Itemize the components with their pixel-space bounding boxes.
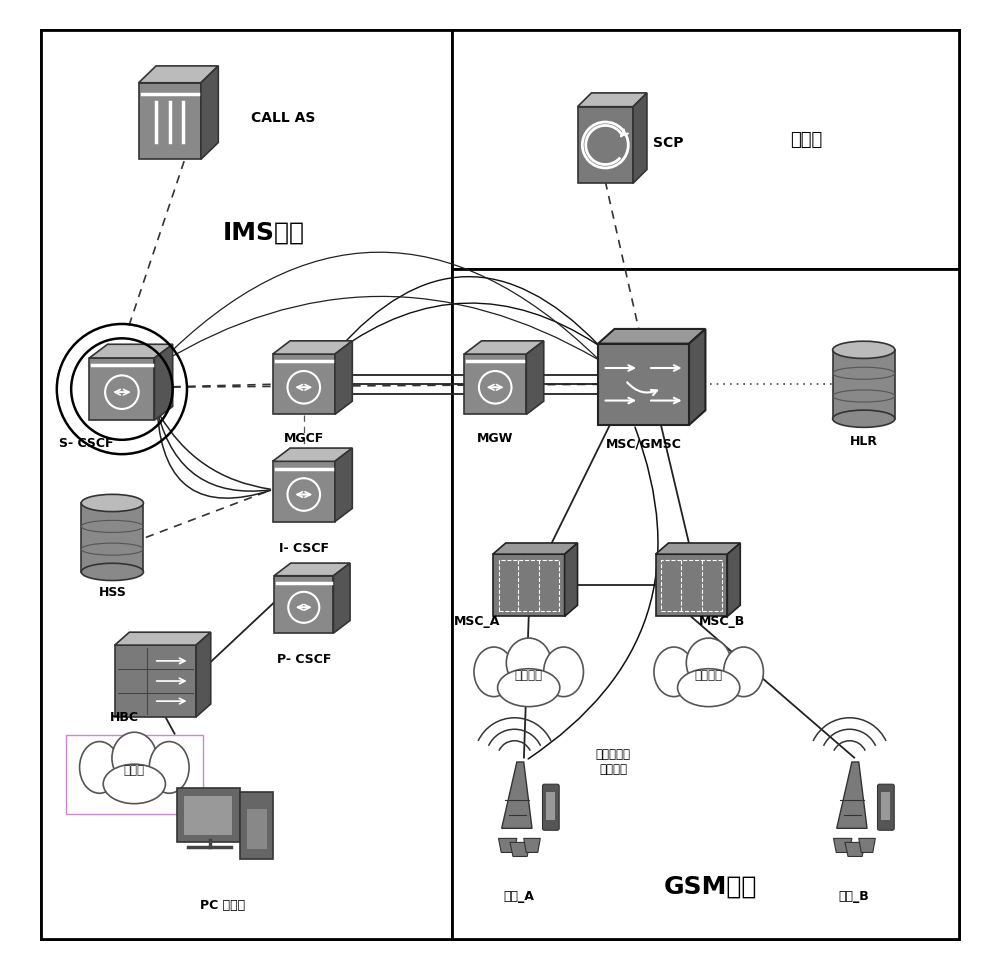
Polygon shape: [139, 83, 201, 159]
Ellipse shape: [112, 732, 157, 784]
FancyBboxPatch shape: [546, 792, 555, 820]
Text: GSM网络: GSM网络: [664, 875, 757, 899]
Polygon shape: [633, 93, 647, 183]
Polygon shape: [845, 843, 865, 856]
Text: HSS: HSS: [98, 587, 126, 599]
Polygon shape: [81, 503, 143, 572]
Text: PC 客户端: PC 客户端: [200, 900, 245, 912]
Polygon shape: [526, 341, 544, 415]
Polygon shape: [833, 838, 852, 852]
Ellipse shape: [149, 741, 189, 793]
Ellipse shape: [833, 341, 895, 358]
Text: MSC/GMSC: MSC/GMSC: [606, 437, 682, 450]
Polygon shape: [598, 329, 705, 344]
Text: 智能网: 智能网: [790, 132, 822, 149]
Ellipse shape: [81, 564, 143, 581]
Polygon shape: [154, 345, 173, 420]
Polygon shape: [139, 66, 218, 83]
Polygon shape: [837, 762, 867, 828]
Polygon shape: [464, 341, 544, 354]
FancyBboxPatch shape: [184, 796, 232, 835]
Polygon shape: [273, 448, 352, 462]
Polygon shape: [333, 564, 350, 634]
Polygon shape: [335, 448, 352, 521]
Ellipse shape: [81, 494, 143, 512]
Text: IMS网络: IMS网络: [222, 221, 304, 245]
Polygon shape: [89, 358, 154, 420]
Polygon shape: [115, 633, 211, 645]
Polygon shape: [727, 543, 740, 616]
Polygon shape: [598, 344, 689, 425]
Polygon shape: [498, 838, 517, 852]
Ellipse shape: [654, 647, 694, 697]
Ellipse shape: [678, 669, 740, 707]
Ellipse shape: [724, 647, 763, 697]
Polygon shape: [689, 329, 705, 425]
Ellipse shape: [80, 741, 119, 793]
Ellipse shape: [544, 647, 583, 697]
Polygon shape: [493, 543, 578, 554]
Polygon shape: [493, 554, 565, 616]
Polygon shape: [510, 843, 530, 856]
FancyBboxPatch shape: [41, 30, 959, 940]
Text: MGW: MGW: [477, 432, 513, 445]
FancyBboxPatch shape: [41, 30, 452, 940]
Ellipse shape: [506, 638, 551, 687]
Polygon shape: [578, 107, 633, 183]
Polygon shape: [656, 554, 727, 616]
Text: 互联网: 互联网: [124, 764, 145, 778]
Polygon shape: [833, 349, 895, 419]
Ellipse shape: [498, 669, 560, 707]
Polygon shape: [578, 93, 647, 107]
Text: 主叫归属: 主叫归属: [515, 669, 543, 682]
Text: 您拨打的电
话已关机: 您拨打的电 话已关机: [595, 749, 630, 777]
FancyBboxPatch shape: [247, 808, 267, 849]
Polygon shape: [273, 341, 352, 354]
Text: S- CSCF: S- CSCF: [59, 437, 114, 450]
Text: CALL AS: CALL AS: [251, 111, 315, 125]
Text: MSC_A: MSC_A: [454, 615, 500, 628]
Ellipse shape: [686, 638, 731, 687]
Ellipse shape: [103, 764, 165, 804]
Polygon shape: [115, 645, 196, 717]
Polygon shape: [524, 838, 540, 852]
Text: I- CSCF: I- CSCF: [279, 542, 329, 556]
Polygon shape: [273, 462, 335, 521]
Polygon shape: [859, 838, 875, 852]
FancyBboxPatch shape: [881, 792, 890, 820]
FancyBboxPatch shape: [177, 787, 240, 842]
Text: 终端_B: 终端_B: [839, 890, 870, 903]
Text: P- CSCF: P- CSCF: [277, 654, 331, 666]
Polygon shape: [274, 576, 333, 634]
FancyBboxPatch shape: [240, 792, 273, 859]
Text: 被叫归属: 被叫归属: [695, 669, 723, 682]
Polygon shape: [196, 633, 211, 717]
Ellipse shape: [474, 647, 514, 697]
Text: HLR: HLR: [850, 435, 878, 448]
FancyBboxPatch shape: [543, 784, 559, 830]
Text: SCP: SCP: [653, 136, 684, 150]
Polygon shape: [502, 762, 532, 828]
Polygon shape: [464, 354, 526, 415]
FancyBboxPatch shape: [878, 784, 894, 830]
Text: HBC: HBC: [110, 711, 139, 724]
Polygon shape: [335, 341, 352, 415]
Text: MGCF: MGCF: [284, 432, 324, 445]
Polygon shape: [274, 564, 350, 576]
Ellipse shape: [833, 410, 895, 427]
FancyBboxPatch shape: [452, 30, 959, 270]
Polygon shape: [565, 543, 578, 616]
FancyBboxPatch shape: [452, 270, 959, 940]
Polygon shape: [273, 354, 335, 415]
Polygon shape: [656, 543, 740, 554]
Polygon shape: [89, 345, 173, 358]
Polygon shape: [201, 66, 218, 159]
Text: MSC_B: MSC_B: [699, 615, 745, 628]
Text: 终端_A: 终端_A: [504, 890, 535, 903]
